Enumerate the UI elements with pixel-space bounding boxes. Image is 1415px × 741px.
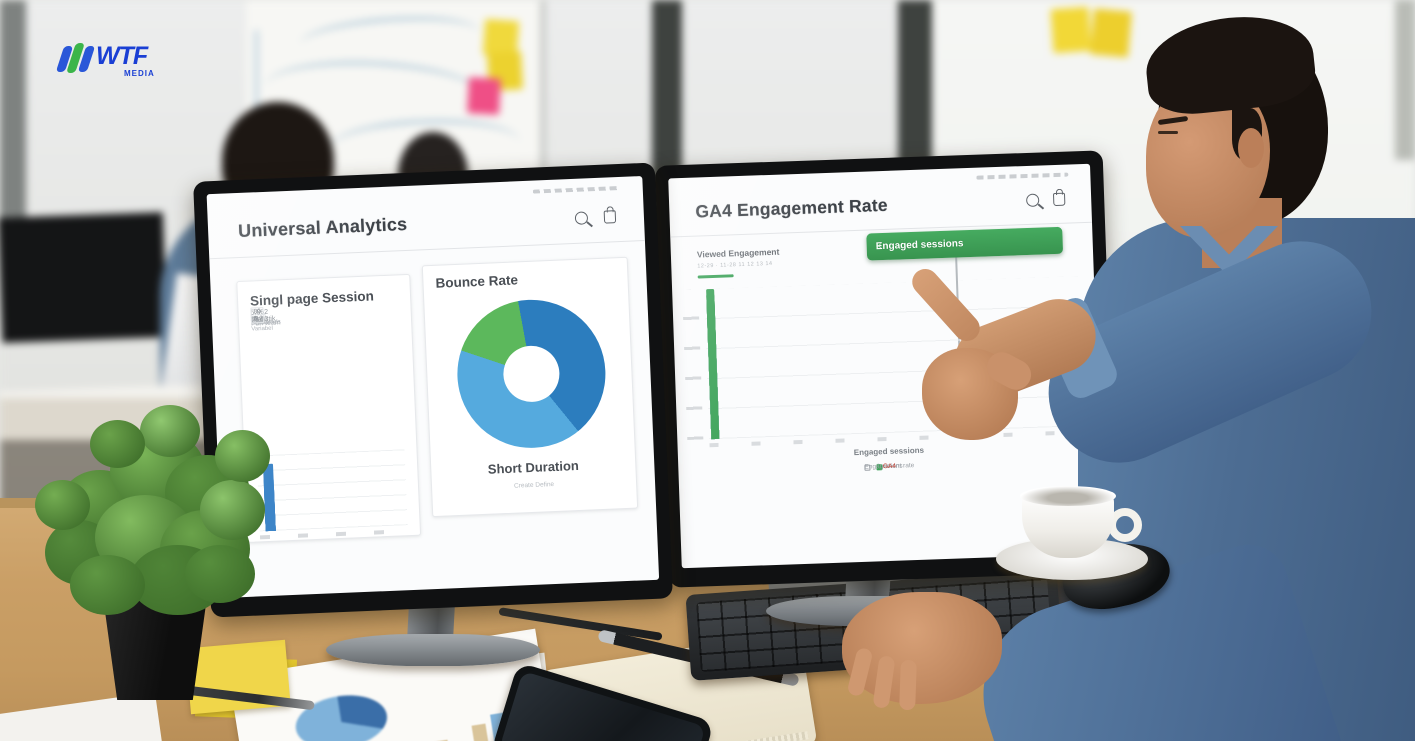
tooltip-close-icon[interactable]: × xyxy=(875,241,882,253)
coffee-cup-rim xyxy=(1020,486,1116,506)
sticky-note-pink xyxy=(467,77,501,115)
plant-leaves xyxy=(140,405,200,457)
browser-micro-text xyxy=(976,172,1069,180)
printed-pie-chart xyxy=(291,689,391,741)
search-icon[interactable] xyxy=(574,211,589,225)
plant-leaves xyxy=(215,430,270,482)
header-divider xyxy=(209,239,645,260)
legend-item[interactable]: GA4 xyxy=(882,462,897,471)
panel-heading: Singl page Session xyxy=(249,288,375,309)
engaged-sessions-tooltip[interactable]: Engaged sessions × xyxy=(866,226,1064,261)
mini-bar xyxy=(262,463,276,532)
logo-subtext: MEDIA xyxy=(124,69,155,78)
page-title: GA4 Engagement Rate xyxy=(695,194,889,222)
bag-icon[interactable] xyxy=(603,210,617,224)
background-monitor-off xyxy=(0,212,168,343)
hand-on-keyboard xyxy=(842,592,1002,704)
plant-leaves xyxy=(70,555,145,615)
date-range[interactable]: 12-29 · 11-28 11 12 13 14 xyxy=(697,260,773,270)
man-eye xyxy=(1158,131,1178,134)
left-monitor: Universal Analytics Singl page Session D… xyxy=(193,162,673,618)
donut-hole xyxy=(502,344,561,404)
browser-micro-text xyxy=(532,186,619,194)
donut-caption: Short Duration xyxy=(487,457,580,477)
ga4-bar[interactable] xyxy=(706,293,720,440)
man-ear xyxy=(1238,128,1264,168)
plant-leaves xyxy=(35,480,90,530)
logo-text: WTF xyxy=(96,42,148,70)
whiteboard-sketch xyxy=(255,30,263,150)
donut-subcaption: Create Define xyxy=(513,481,555,490)
bounce-rate-panel: Bounce Rate Short Duration Create Define xyxy=(421,256,639,518)
door-frame xyxy=(0,0,26,230)
bag-icon[interactable] xyxy=(1052,192,1066,207)
mini-bar-chart xyxy=(256,449,408,532)
report-heading: Viewed Engagement xyxy=(696,246,780,260)
y-axis-labels xyxy=(682,289,704,440)
mini-chart-x-labels xyxy=(259,529,408,540)
bounce-rate-donut xyxy=(454,296,609,451)
plant-leaves xyxy=(200,480,265,540)
mini-bars xyxy=(257,449,408,532)
window-frame xyxy=(1395,0,1415,160)
page-title: Universal Analytics xyxy=(237,213,408,242)
monitor-stand-base xyxy=(326,634,540,666)
panel-heading: Bounce Rate xyxy=(435,272,519,291)
left-monitor-screen: Universal Analytics Singl page Session D… xyxy=(206,176,660,598)
printed-bar xyxy=(471,723,492,741)
wtf-media-logo: WTF MEDIA xyxy=(55,36,180,88)
plant-leaves xyxy=(90,420,145,468)
finger xyxy=(899,659,917,711)
sticky-note-yellow xyxy=(1090,8,1132,58)
tooltip-label: Engaged sessions xyxy=(875,238,964,253)
sticky-note-yellow xyxy=(1050,6,1092,54)
plant-leaves xyxy=(185,545,255,603)
active-tab-underline xyxy=(697,274,734,279)
search-icon[interactable] xyxy=(1025,193,1040,208)
